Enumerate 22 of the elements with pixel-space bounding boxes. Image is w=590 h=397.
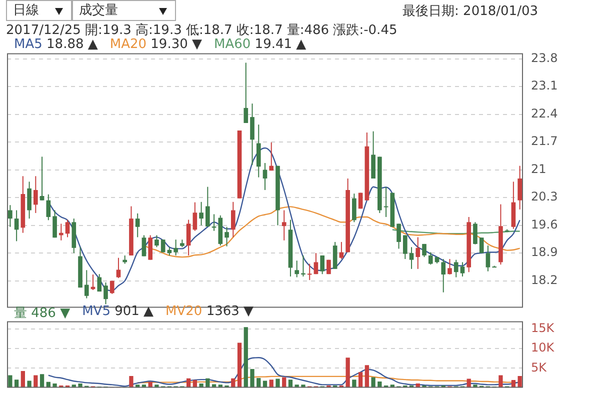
- text: 2017/12/25 開:19.3 高:19.3 低:18.7 收:18.7 量:486 漲跌:-0.45: [6, 22, 398, 38]
- y-tick-label: 18.9: [531, 245, 558, 260]
- text: 量 486 ▼: [14, 306, 70, 321]
- text: MV20 1363 ▼: [166, 304, 254, 319]
- y-tick-label: 22.4: [531, 106, 558, 120]
- y-tick-label: 10K: [531, 340, 556, 355]
- text: 日線: [6, 0, 72, 21]
- y-tick-label: 21: [531, 162, 546, 176]
- y-tick-label: 23.8: [531, 50, 558, 65]
- y-tick-label: 23.1: [531, 78, 558, 93]
- y-tick-label: 20.3: [531, 190, 558, 204]
- y-tick-label: 21.7: [531, 134, 558, 148]
- y-tick-label: 15K: [531, 321, 556, 336]
- text: MA20 19.30 ▼: [110, 37, 202, 52]
- text: MA5 18.88 ▲: [14, 37, 98, 52]
- text: MA60 19.41 ▲: [214, 37, 306, 52]
- y-tick-label: 18.2: [531, 272, 558, 287]
- text: 成交量: [72, 0, 176, 21]
- y-tick-label: 19.6: [531, 217, 558, 232]
- text: MV5 901 ▲: [82, 304, 154, 319]
- text: 最後日期: 2018/01/03: [402, 3, 538, 20]
- y-tick-label: 5K: [531, 360, 548, 374]
